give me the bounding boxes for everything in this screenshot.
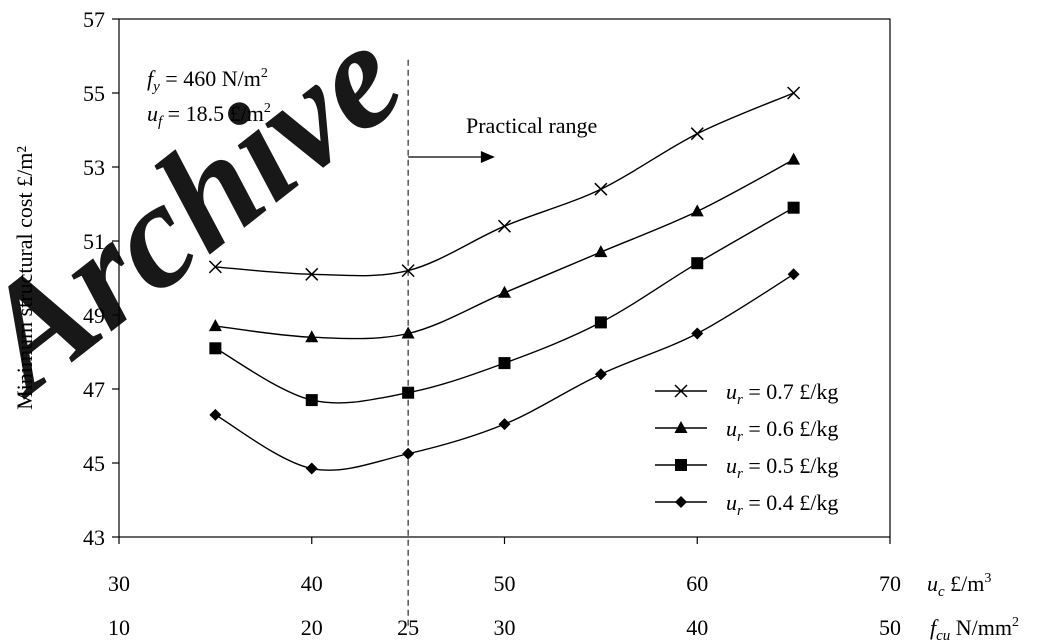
data-point xyxy=(594,182,608,196)
data-point xyxy=(402,447,415,460)
data-point xyxy=(401,264,415,278)
legend-item: ur = 0.5 £/kg xyxy=(655,453,838,482)
data-point xyxy=(690,204,704,217)
data-point xyxy=(498,418,511,431)
practical-range-annotation: Practical range xyxy=(407,59,597,628)
secondary-x-tick-label: 30 xyxy=(494,615,516,640)
legend: ur = 0.7 £/kg ur = 0.6 £/kg ur = 0.5 £/kg u… xyxy=(655,379,838,519)
data-point xyxy=(691,257,704,270)
data-point xyxy=(305,267,319,281)
secondary-x-tick-label: 40 xyxy=(686,615,708,640)
y-tick-label: 57 xyxy=(83,7,105,32)
data-point xyxy=(401,326,415,339)
y-tick-label: 55 xyxy=(83,81,105,106)
data-point xyxy=(691,327,704,340)
data-point xyxy=(305,394,318,407)
secondary-x-axis: 10 20 25 30 40 50 fcu N/mm2 xyxy=(108,615,1019,640)
series-line xyxy=(215,273,794,471)
data-point xyxy=(787,152,801,165)
y-tick-label: 43 xyxy=(83,525,105,550)
data-point xyxy=(209,408,222,421)
material-annotations: fy = 460 N/m2 uf = 18.5 £/m2 xyxy=(147,66,271,130)
legend-label: ur = 0.5 £/kg xyxy=(726,453,838,482)
data-point xyxy=(787,268,800,281)
data-point xyxy=(305,462,318,475)
data-point xyxy=(594,245,608,258)
data-point xyxy=(787,86,801,100)
x-tick-label: 60 xyxy=(686,571,708,596)
practical-range-label: Practical range xyxy=(466,113,597,138)
uf-annotation: uf = 18.5 £/m2 xyxy=(147,101,271,130)
data-point xyxy=(594,316,607,329)
arrow-right-icon xyxy=(480,151,495,163)
x-axis: 30 40 50 60 70 uc £/m3 xyxy=(108,537,991,600)
data-point xyxy=(209,342,222,355)
secondary-x-tick-label: 50 xyxy=(879,615,901,640)
series-x xyxy=(208,86,801,281)
series-triangle xyxy=(208,152,801,343)
series-diamond xyxy=(209,268,800,475)
data-point xyxy=(498,285,511,298)
x-tick-label: 70 xyxy=(879,571,901,596)
y-tick-label: 45 xyxy=(83,451,105,476)
x-tick-label: 40 xyxy=(301,571,323,596)
watermark: Archive xyxy=(0,0,431,426)
series-layer xyxy=(208,86,801,475)
legend-item: ur = 0.6 £/kg xyxy=(655,416,838,445)
data-point xyxy=(787,201,800,214)
data-point xyxy=(594,368,607,381)
data-point xyxy=(497,219,512,233)
series-line xyxy=(215,207,794,404)
legend-item: ur = 0.7 £/kg xyxy=(655,379,838,408)
y-axis: 43 45 47 49 51 53 55 57 Minimum structural cost … xyxy=(12,7,119,550)
legend-marker xyxy=(675,459,687,471)
y-axis-label: Minimum structural cost £/m² xyxy=(12,146,37,410)
y-tick-label: 53 xyxy=(83,155,105,180)
secondary-x-tick-label: 20 xyxy=(301,615,323,640)
legend-marker xyxy=(674,421,688,433)
legend-marker xyxy=(674,384,688,398)
y-tick-label: 47 xyxy=(83,377,105,402)
y-tick-label: 51 xyxy=(83,229,105,254)
data-point xyxy=(690,127,704,141)
legend-item: ur = 0.4 £/kg xyxy=(655,490,838,519)
y-tick-label: 49 xyxy=(83,303,105,328)
data-point xyxy=(498,357,511,370)
secondary-x-axis-label: fcu N/mm2 xyxy=(930,615,1019,640)
secondary-x-tick-label: 25 xyxy=(397,615,419,640)
x-tick-label: 30 xyxy=(108,571,130,596)
fy-annotation: fy = 460 N/m2 xyxy=(147,66,268,95)
legend-marker xyxy=(675,496,687,508)
secondary-x-tick-label: 10 xyxy=(108,615,130,640)
x-tick-label: 50 xyxy=(494,571,516,596)
data-point xyxy=(402,386,415,399)
data-point xyxy=(208,319,222,332)
series-square xyxy=(209,201,800,407)
legend-label: ur = 0.7 £/kg xyxy=(726,379,838,408)
legend-label: ur = 0.4 £/kg xyxy=(726,490,838,519)
data-point xyxy=(208,260,222,274)
x-axis-label: uc £/m3 xyxy=(927,571,991,600)
legend-label: ur = 0.6 £/kg xyxy=(726,416,838,445)
data-point xyxy=(305,330,319,343)
